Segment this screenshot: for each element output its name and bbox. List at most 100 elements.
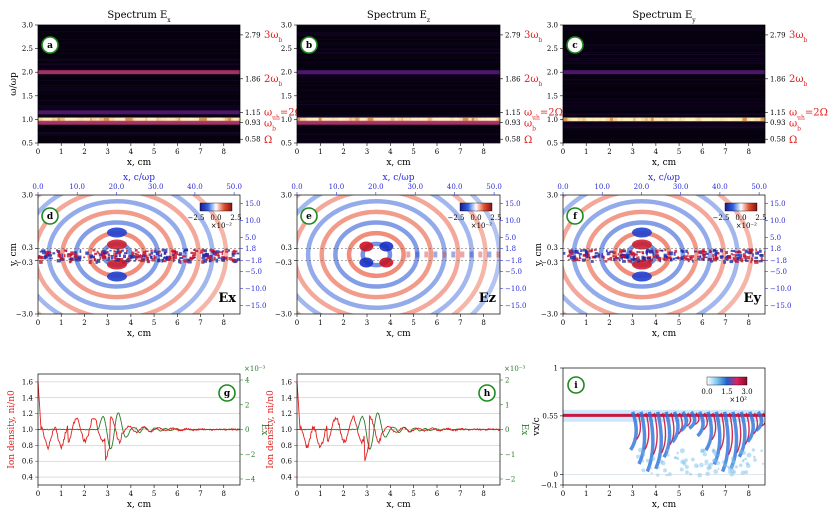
field-noise xyxy=(725,259,728,261)
top-tick-label: 20.0 xyxy=(368,183,384,191)
spectrum-hotspot xyxy=(389,117,398,121)
field-noise xyxy=(667,251,670,255)
field-noise xyxy=(568,254,572,257)
field-noise xyxy=(40,255,44,260)
field-noise xyxy=(47,254,53,257)
field-noise xyxy=(652,255,657,259)
field-noise xyxy=(102,254,106,258)
harmonic-omega: Ω xyxy=(524,135,532,146)
field-noise xyxy=(582,254,586,257)
field-noise xyxy=(163,256,169,259)
field-noise xyxy=(165,248,168,253)
field-noise xyxy=(755,249,758,252)
x-tick-label: 7 xyxy=(723,490,727,498)
field-noise xyxy=(170,250,175,253)
x-tick-label: 3 xyxy=(105,148,109,156)
harmonic-wb: ωb xyxy=(524,119,536,133)
field-noise xyxy=(41,249,45,252)
y-tick-label: 0.6 xyxy=(22,458,34,466)
field-wavefront xyxy=(563,195,754,314)
field-noise xyxy=(45,253,50,257)
phase-particle xyxy=(706,466,711,471)
field-noise xyxy=(167,257,170,261)
phase-particle xyxy=(651,457,656,461)
y-tick-label: 1.5 xyxy=(22,92,33,100)
top-tick-label: 30.0 xyxy=(148,183,164,191)
field-ripple xyxy=(487,251,492,258)
x-tick-label: 3 xyxy=(630,148,634,156)
field-tag: Ez xyxy=(479,291,496,306)
field-noise xyxy=(201,256,205,260)
spectrum-hotspot xyxy=(433,117,440,121)
field-noise xyxy=(700,251,705,255)
field-noise xyxy=(725,255,730,258)
spectrum-hotspot xyxy=(696,117,704,121)
field-noise xyxy=(201,253,206,258)
colorbar xyxy=(199,202,233,212)
spectrum-hotspot xyxy=(337,117,346,121)
right-tick-label: 1.8 xyxy=(505,245,516,253)
field-noise xyxy=(125,259,130,263)
spectrum-hotspot xyxy=(622,117,631,121)
phase-vortex-core xyxy=(669,412,675,445)
field-noise xyxy=(126,250,128,254)
spectrum-hotspot xyxy=(300,117,310,121)
field-noise xyxy=(221,256,225,259)
field-noise xyxy=(140,259,145,263)
field-noise xyxy=(225,250,229,253)
field-noise xyxy=(585,254,589,259)
field-noise xyxy=(641,251,645,254)
phase-vortex xyxy=(671,411,680,444)
spectrum-hotspot xyxy=(64,117,69,121)
x-tick-label: 1 xyxy=(59,148,63,156)
field-noise xyxy=(151,258,156,262)
field-noise xyxy=(590,260,594,263)
spectrum-hotspot xyxy=(148,117,156,121)
field-noise xyxy=(754,256,759,260)
x-tick-label: 7 xyxy=(723,319,727,327)
spectrum-hotspot xyxy=(440,117,448,121)
panel-badge-circle xyxy=(300,36,318,54)
field-noise xyxy=(582,249,586,252)
field-wavefront xyxy=(319,209,434,300)
field-noise xyxy=(563,251,566,255)
field-noise xyxy=(39,250,43,253)
field-noise xyxy=(52,252,56,255)
spectrum-hotspot xyxy=(676,117,688,121)
x-tick-label: 0 xyxy=(36,490,40,498)
field-noise xyxy=(163,251,166,255)
field-noise xyxy=(574,257,579,261)
field-noise xyxy=(761,259,765,262)
spectrum-hotspot xyxy=(593,117,605,121)
field-noise xyxy=(751,257,754,261)
y-axis-label: y, cm xyxy=(9,242,19,267)
right-tick-label: 2.79 xyxy=(245,31,261,39)
y-tick-label: 1.0 xyxy=(281,116,292,124)
spectrum-hotspot xyxy=(78,117,87,121)
field-wavefront xyxy=(571,198,713,311)
spectrum-hotspot xyxy=(724,117,736,121)
y-tick-label: 2.0 xyxy=(547,69,558,77)
x-axis-label: x, cm xyxy=(127,500,152,510)
right-tick-label: 4 xyxy=(245,377,250,385)
right-tick-label: −10.0 xyxy=(505,285,526,293)
x-tick-label: 4 xyxy=(654,319,659,327)
x-tick-label: 2 xyxy=(341,319,345,327)
spectrum-hotspot xyxy=(617,117,625,121)
right-tick-label: 0.93 xyxy=(770,119,786,127)
field-noise xyxy=(97,252,101,255)
y-tick-label: 0.4 xyxy=(281,474,293,482)
field-wavefront xyxy=(297,195,461,314)
field-noise xyxy=(686,257,689,261)
field-noise xyxy=(742,253,746,258)
field-noise xyxy=(126,258,130,261)
spectrum-hotspot xyxy=(667,117,677,121)
field-noise xyxy=(752,253,754,257)
right-tick-label: −2 xyxy=(245,451,255,459)
phase-vortex-core xyxy=(711,412,717,441)
field-lobe xyxy=(631,239,652,250)
x-axis-label: x, cm xyxy=(127,329,152,339)
field-noise xyxy=(604,260,608,263)
field-noise xyxy=(133,259,137,262)
phase-particle xyxy=(649,466,652,470)
